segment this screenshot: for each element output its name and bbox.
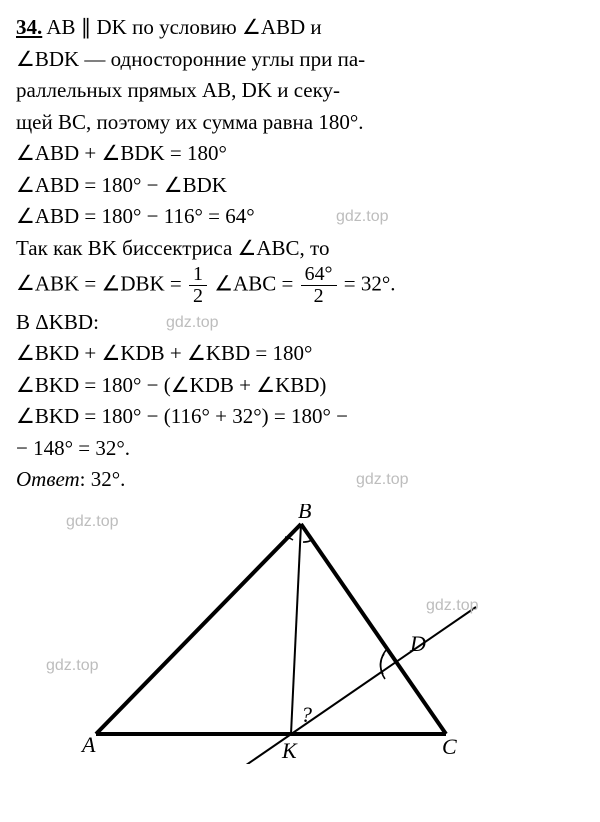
triangle-diagram: ? A B C K D (76, 504, 516, 764)
answer-line: Ответ: 32°. gdz.top (16, 464, 584, 496)
label-C: C (442, 734, 457, 759)
triangle-header: В ΔKBD: gdz.top (16, 307, 584, 339)
label-B: B (298, 504, 311, 523)
equation-block-2: BKD + ∠KDB + ∠KBD = 180° BKD = 180° − (∠… (16, 338, 584, 464)
fraction-half: 1 2 (189, 264, 207, 307)
line-2: BDK — односторонние углы при па- (16, 44, 584, 76)
fraction-equation: ABK = ∠DBK = 1 2 ∠ABC = 64° 2 = 32°. (16, 264, 584, 307)
label-D: D (409, 631, 426, 656)
question-mark: ? (301, 702, 312, 727)
solution-body: 34. AB ∥ DK по условию ABD и BDK — однос… (16, 12, 584, 764)
equation-block-1: ABD + ∠BDK = 180° ABD = 180° − ∠BDK ABD … (16, 138, 584, 233)
line-1: 34. AB ∥ DK по условию ABD и (16, 12, 584, 44)
watermark: gdz.top (336, 205, 388, 229)
line-4: щей BC, поэтому их сумма равна 180°. (16, 107, 584, 139)
diagram: gdz.top gdz.top gdz.top ? A (16, 504, 584, 764)
watermark: gdz.top (166, 311, 218, 335)
line-3: раллельных прямых AB, DK и секу- (16, 75, 584, 107)
bisector-line: Так как BK биссектриса ABC, то (16, 233, 584, 265)
label-K: K (281, 738, 298, 763)
label-A: A (80, 732, 96, 757)
watermark: gdz.top (356, 468, 408, 492)
fraction-64-2: 64° 2 (301, 264, 337, 307)
problem-number: 34. (16, 15, 42, 39)
